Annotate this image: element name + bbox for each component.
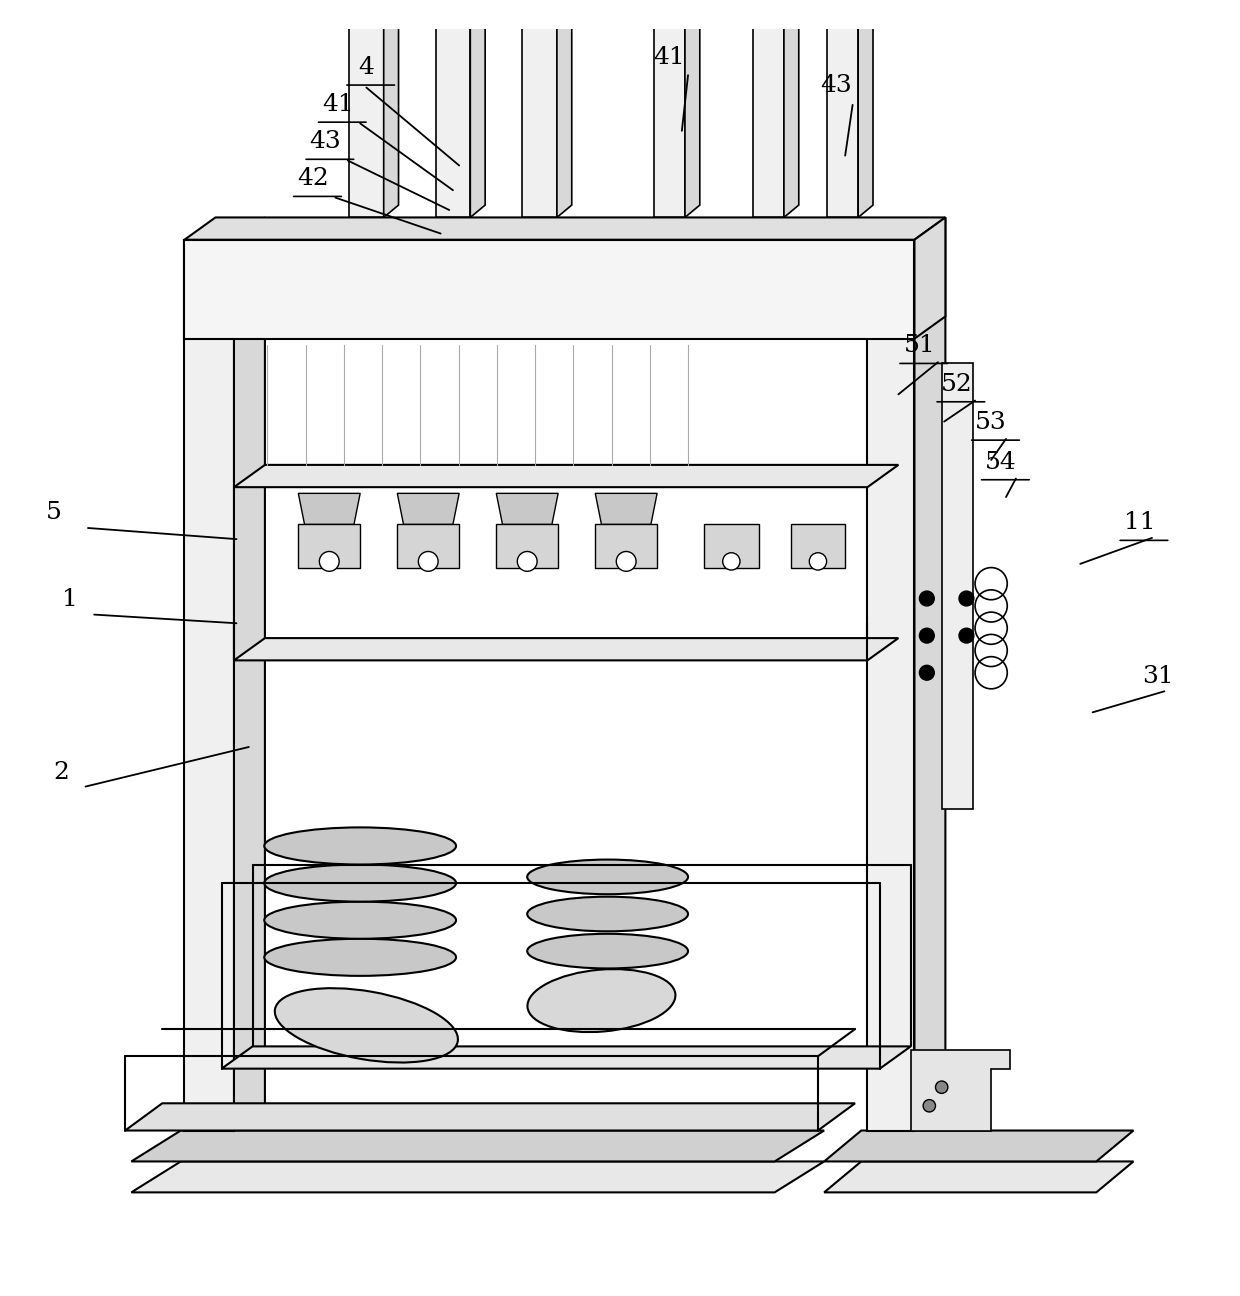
- Ellipse shape: [527, 897, 688, 932]
- Text: 11: 11: [1123, 511, 1156, 534]
- Ellipse shape: [527, 969, 676, 1032]
- Text: 43: 43: [821, 74, 852, 97]
- Circle shape: [616, 552, 636, 572]
- Text: 42: 42: [298, 167, 329, 191]
- Ellipse shape: [264, 864, 456, 902]
- Polygon shape: [825, 1130, 1133, 1161]
- Circle shape: [320, 552, 340, 572]
- Polygon shape: [348, 0, 383, 218]
- Circle shape: [723, 552, 740, 570]
- Circle shape: [923, 1099, 935, 1112]
- Ellipse shape: [264, 827, 456, 864]
- Circle shape: [919, 591, 934, 607]
- Polygon shape: [653, 0, 684, 218]
- Polygon shape: [185, 240, 234, 1130]
- Polygon shape: [791, 525, 846, 568]
- Text: 53: 53: [976, 411, 1007, 434]
- Polygon shape: [222, 1046, 910, 1069]
- Text: 2: 2: [53, 761, 68, 784]
- Text: 43: 43: [310, 130, 341, 153]
- Polygon shape: [825, 1161, 1133, 1192]
- Polygon shape: [397, 494, 459, 525]
- Text: 54: 54: [986, 451, 1017, 473]
- Polygon shape: [595, 494, 657, 525]
- Polygon shape: [910, 1050, 1009, 1130]
- Text: 41: 41: [653, 45, 686, 69]
- Polygon shape: [595, 525, 657, 568]
- Circle shape: [919, 629, 934, 643]
- Circle shape: [959, 591, 973, 607]
- Text: 1: 1: [62, 588, 77, 610]
- Polygon shape: [704, 525, 759, 568]
- Text: 4: 4: [358, 56, 374, 79]
- Polygon shape: [234, 218, 265, 1130]
- Text: 31: 31: [1142, 665, 1174, 688]
- Polygon shape: [185, 240, 914, 338]
- Ellipse shape: [264, 938, 456, 976]
- Polygon shape: [496, 525, 558, 568]
- Ellipse shape: [527, 859, 688, 894]
- Polygon shape: [234, 638, 898, 661]
- Text: 52: 52: [941, 373, 972, 395]
- Polygon shape: [496, 494, 558, 525]
- Circle shape: [935, 1081, 947, 1094]
- Polygon shape: [914, 218, 945, 338]
- Polygon shape: [557, 0, 572, 218]
- Polygon shape: [131, 1161, 825, 1192]
- Polygon shape: [858, 0, 873, 218]
- Polygon shape: [131, 1130, 825, 1161]
- Polygon shape: [753, 0, 784, 218]
- Polygon shape: [185, 218, 945, 240]
- Polygon shape: [299, 525, 360, 568]
- Text: 51: 51: [904, 334, 935, 358]
- Polygon shape: [827, 0, 858, 218]
- Text: 41: 41: [322, 93, 353, 117]
- Polygon shape: [868, 240, 914, 1130]
- Polygon shape: [299, 494, 360, 525]
- Polygon shape: [397, 525, 459, 568]
- Circle shape: [959, 629, 973, 643]
- Polygon shape: [941, 363, 972, 809]
- Ellipse shape: [264, 902, 456, 938]
- Circle shape: [919, 665, 934, 680]
- Circle shape: [517, 552, 537, 572]
- Polygon shape: [383, 0, 398, 218]
- Ellipse shape: [527, 934, 688, 968]
- Text: 5: 5: [46, 502, 61, 525]
- Polygon shape: [684, 0, 699, 218]
- Circle shape: [810, 552, 827, 570]
- Circle shape: [418, 552, 438, 572]
- Polygon shape: [435, 0, 470, 218]
- Polygon shape: [470, 0, 485, 218]
- Polygon shape: [784, 0, 799, 218]
- Polygon shape: [522, 0, 557, 218]
- Polygon shape: [125, 1103, 856, 1130]
- Polygon shape: [234, 465, 898, 487]
- Ellipse shape: [275, 988, 458, 1063]
- Polygon shape: [914, 218, 945, 1130]
